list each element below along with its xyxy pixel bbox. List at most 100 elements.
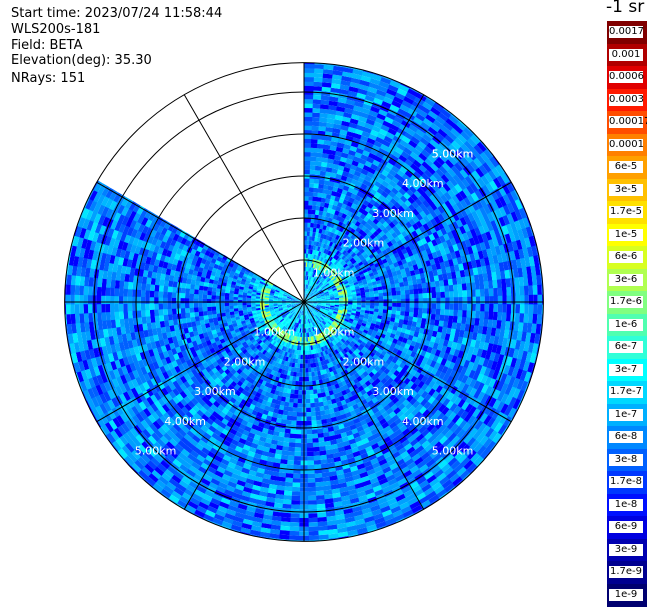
data-cell (417, 414, 426, 423)
data-cell (517, 229, 525, 241)
data-cell (315, 285, 320, 290)
data-cell (316, 223, 321, 229)
data-cell (467, 194, 476, 205)
data-cell (429, 202, 438, 211)
data-cell (415, 128, 426, 138)
data-cell (488, 397, 497, 408)
data-cell (349, 257, 355, 263)
data-cell (444, 225, 452, 234)
data-cell (313, 223, 318, 229)
data-cell (316, 428, 324, 434)
data-cell (442, 121, 454, 132)
data-cell (410, 325, 416, 332)
data-cell (295, 376, 300, 382)
data-cell (421, 192, 430, 201)
data-cell (490, 200, 500, 211)
data-cell (514, 199, 524, 211)
data-cell (463, 359, 471, 369)
data-cell (484, 311, 489, 320)
data-cell (345, 99, 356, 106)
data-cell (307, 222, 311, 228)
data-cell (451, 140, 462, 151)
data-cell (324, 324, 329, 329)
data-cell (421, 440, 431, 449)
data-cell (475, 208, 484, 219)
data-cell (334, 304, 340, 307)
data-cell (280, 454, 288, 460)
data-cell (386, 313, 392, 318)
data-cell (487, 319, 493, 329)
data-cell (338, 258, 344, 264)
data-cell (444, 285, 450, 293)
data-cell (358, 253, 364, 260)
data-cell (494, 362, 502, 373)
data-cell (474, 281, 480, 290)
data-cell (356, 353, 362, 360)
data-cell (307, 305, 311, 309)
data-cell (329, 307, 335, 310)
data-cell (414, 144, 425, 154)
data-cell (441, 211, 449, 220)
data-cell (316, 512, 327, 518)
data-cell (431, 308, 437, 315)
data-cell (396, 326, 402, 333)
data-cell (475, 432, 486, 444)
data-cell (422, 200, 431, 209)
data-cell (402, 173, 411, 182)
data-cell (452, 174, 462, 185)
data-cell (406, 394, 414, 403)
data-cell (314, 309, 319, 314)
data-cell (341, 120, 351, 127)
data-cell (308, 376, 313, 382)
data-cell (443, 260, 450, 268)
data-cell (415, 433, 425, 443)
data-cell (381, 282, 387, 287)
data-cell (348, 298, 353, 301)
data-cell (322, 287, 327, 291)
data-cell (467, 212, 476, 223)
data-cell (483, 257, 490, 267)
data-cell (366, 90, 377, 98)
data-cell (346, 344, 352, 350)
data-cell (317, 313, 322, 317)
data-cell (409, 369, 417, 377)
data-cell (421, 282, 427, 289)
data-cell (373, 360, 380, 366)
data-cell (489, 180, 499, 191)
data-cell (290, 513, 300, 518)
data-cell (459, 270, 466, 278)
data-cell (418, 267, 424, 275)
data-cell (324, 317, 329, 322)
data-cell (418, 293, 423, 299)
data-cell (293, 464, 301, 470)
data-cell (426, 346, 433, 354)
data-cell (459, 217, 468, 227)
data-cell (469, 396, 478, 407)
data-cell (308, 372, 312, 377)
data-cell (325, 306, 330, 309)
data-cell (378, 309, 383, 313)
data-cell (308, 303, 313, 305)
data-cell (345, 315, 351, 319)
data-cell (349, 245, 356, 251)
data-cell (312, 302, 318, 304)
data-cell (278, 534, 290, 540)
data-cell (385, 194, 394, 202)
data-cell (431, 330, 438, 338)
data-cell (308, 300, 313, 302)
data-cell (325, 198, 331, 204)
data-cell (403, 192, 411, 200)
data-cell (362, 164, 371, 172)
data-cell (326, 271, 332, 277)
data-cell (320, 295, 326, 298)
data-cell (340, 237, 346, 244)
data-cell (337, 251, 343, 257)
data-cell (432, 119, 444, 129)
data-cell (423, 298, 428, 304)
data-cell (383, 295, 388, 300)
data-cell (460, 240, 468, 250)
data-cell (408, 405, 416, 414)
data-cell (451, 476, 463, 487)
data-cell (335, 151, 343, 157)
data-cell (368, 152, 377, 160)
